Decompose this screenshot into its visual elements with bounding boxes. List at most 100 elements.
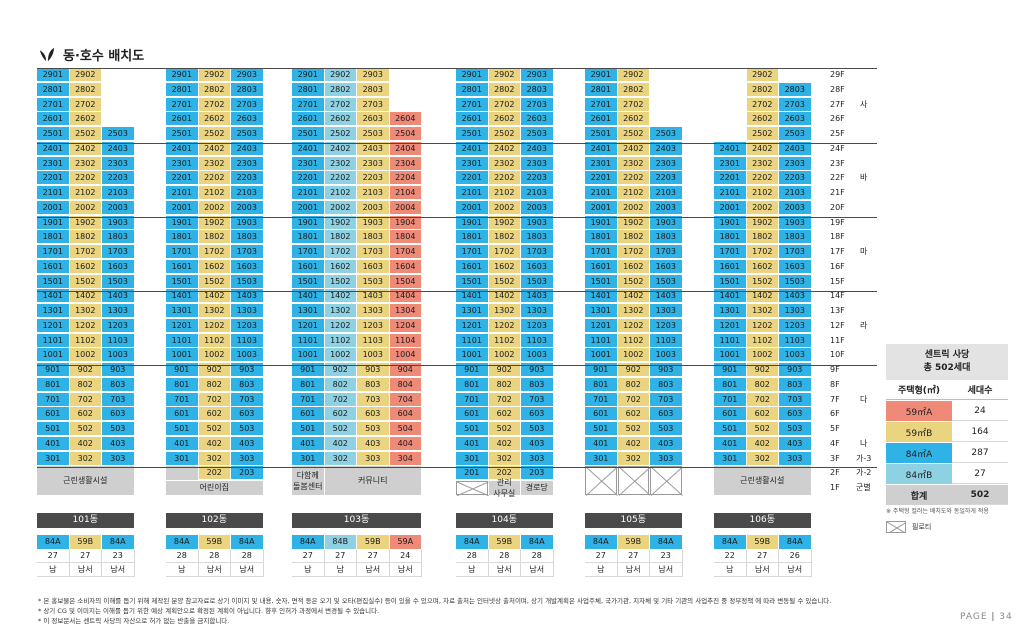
unit-cell: 1901 xyxy=(456,215,489,230)
unit-cell: 402 xyxy=(746,436,779,451)
unit-cell: 301 xyxy=(456,451,489,466)
unit-cell: 2401 xyxy=(37,141,70,156)
unit-cell: 504 xyxy=(389,422,422,436)
unit-cell: 303 xyxy=(650,451,683,466)
unit-cell: 1702 xyxy=(324,245,357,259)
unit-cell: 2802 xyxy=(488,82,521,97)
floor-label: 4F xyxy=(830,438,840,448)
unit-cell: 903 xyxy=(231,363,264,377)
unit-cell: 2902 xyxy=(324,68,357,82)
unit-cell: 901 xyxy=(166,363,199,377)
unit-cell: 1302 xyxy=(69,304,102,318)
legend-total-count: 502 xyxy=(952,485,1008,505)
unit-cell: 2303 xyxy=(102,156,135,171)
unit-cell: 2602 xyxy=(69,112,102,127)
unit-cell: 1403 xyxy=(521,289,554,304)
unit-cell: 2301 xyxy=(166,156,199,171)
unit-cell: 2801 xyxy=(292,82,325,97)
unit-cell: 2203 xyxy=(231,171,264,186)
unit-cell: 603 xyxy=(521,407,554,422)
unit-cell: 903 xyxy=(650,363,683,377)
unit-cell: 1403 xyxy=(231,289,264,304)
unit-cell: 1103 xyxy=(650,333,683,348)
unit-cell: 1501 xyxy=(166,274,199,289)
unit-cell: 1701 xyxy=(292,245,325,259)
legend-title: 센트릭 사당 xyxy=(924,350,970,360)
unit-cell: 1401 xyxy=(585,289,618,304)
unit-cell: 903 xyxy=(779,363,812,377)
unit-cell: 503 xyxy=(779,422,812,436)
unit-cell: 802 xyxy=(324,377,357,392)
unit-cell: 902 xyxy=(324,363,357,377)
unit-cell: 1101 xyxy=(456,333,489,348)
unit-cell: 2503 xyxy=(357,127,390,141)
unit-cell: 2802 xyxy=(198,82,231,97)
summary-count: 27 xyxy=(37,549,70,563)
unit-cell: 2803 xyxy=(521,82,554,97)
unit-cell: 803 xyxy=(521,377,554,392)
unit-cell: 2001 xyxy=(714,200,747,215)
unit-cell: 2401 xyxy=(166,141,199,156)
unit-cell: 203 xyxy=(521,466,554,481)
unit-cell: 2201 xyxy=(37,171,70,186)
pilotis-block xyxy=(617,466,650,496)
unit-cell: 2701 xyxy=(292,97,325,112)
unit-cell: 1801 xyxy=(714,230,747,245)
unit-cell: 1803 xyxy=(102,230,135,245)
summary-direction: 남 xyxy=(714,563,747,577)
unit-cell: 503 xyxy=(102,422,135,436)
unit-cell: 2703 xyxy=(357,97,390,112)
unit-cell: 2102 xyxy=(324,186,357,200)
unit-cell: 1503 xyxy=(650,274,683,289)
legend-header: 센트릭 사당 총 502세대 xyxy=(886,344,1008,380)
zone-label: 라 xyxy=(860,320,868,330)
unit-cell: 2002 xyxy=(617,200,650,215)
unit-cell: 1403 xyxy=(779,289,812,304)
unit-cell: 702 xyxy=(69,392,102,407)
unit-cell: 502 xyxy=(617,422,650,436)
unit-cell: 2102 xyxy=(617,186,650,200)
summary-direction: 남 xyxy=(37,563,70,577)
unit-cell: 2503 xyxy=(779,127,812,141)
unit-cell: 1702 xyxy=(617,245,650,259)
unit-cell: 702 xyxy=(324,392,357,407)
unit-cell: 2101 xyxy=(37,186,70,200)
unit-cell: 2603 xyxy=(231,112,264,127)
unit-cell: 1304 xyxy=(389,304,422,318)
page-number: PAGE | 34 xyxy=(960,612,1013,622)
unit-cell: 502 xyxy=(198,422,231,436)
unit-cell: 302 xyxy=(198,451,231,466)
unit-cell: 1201 xyxy=(456,318,489,333)
summary-count: 28 xyxy=(231,549,264,563)
unit-cell: 402 xyxy=(324,436,357,451)
amenity-block: 커뮤니티 xyxy=(324,466,421,495)
building-label: 104동 xyxy=(456,513,553,528)
unit-cell: 2901 xyxy=(292,68,325,82)
floor-label: 1F xyxy=(830,483,840,492)
unit-cell: 1101 xyxy=(292,333,325,348)
floor-label: 11F xyxy=(830,335,845,345)
unit-cell: 2802 xyxy=(617,82,650,97)
unit-cell: 1103 xyxy=(102,333,135,348)
unit-cell: 1002 xyxy=(198,348,231,363)
legend-type: 59㎡A xyxy=(886,401,952,421)
footnote: * 이 정보문서는 센트릭 사당의 자산으로 허가 없는 반출을 금지합니다. xyxy=(38,617,230,625)
legend-row: 84㎡B 27 xyxy=(886,464,1008,485)
unit-cell: 1402 xyxy=(324,289,357,304)
unit-cell: 602 xyxy=(488,407,521,422)
unit-cell: 2103 xyxy=(102,186,135,200)
unit-cell: 1602 xyxy=(69,259,102,274)
summary-direction: 남서 xyxy=(198,563,231,577)
unit-cell: 1202 xyxy=(617,318,650,333)
zone-label: 가-3 xyxy=(856,453,872,463)
unit-cell: 1702 xyxy=(198,245,231,259)
unit-cell: 2603 xyxy=(779,112,812,127)
unit-cell: 1902 xyxy=(198,215,231,230)
unit-cell: 2301 xyxy=(456,156,489,171)
legend-row: 59㎡B 164 xyxy=(886,422,1008,443)
zone-divider-line xyxy=(37,365,877,366)
unit-cell: 1101 xyxy=(166,333,199,348)
unit-cell: 302 xyxy=(617,451,650,466)
amenity-block: 관리 사무실 xyxy=(488,478,520,498)
unit-cell: 902 xyxy=(69,363,102,377)
